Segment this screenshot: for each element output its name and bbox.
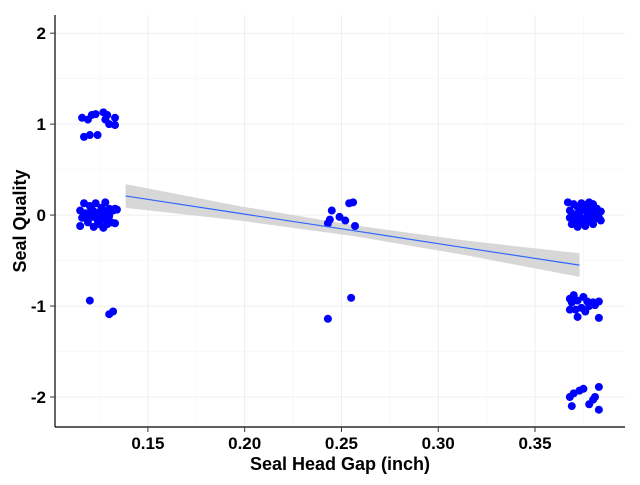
x-tick-label: 0.15 (131, 434, 164, 453)
x-tick-label: 0.20 (228, 434, 261, 453)
data-point (111, 121, 119, 130)
data-point (81, 211, 90, 220)
data-point (594, 313, 603, 322)
y-tick-label: -1 (31, 297, 46, 316)
data-point (327, 206, 336, 215)
data-point (565, 305, 574, 314)
data-point (341, 216, 350, 225)
regression-line (125, 195, 580, 266)
data-point (567, 298, 576, 307)
data-point (591, 301, 599, 310)
data-point (347, 293, 356, 302)
data-point (594, 382, 603, 391)
gridlines (55, 15, 625, 427)
y-tick-label: 0 (37, 206, 46, 225)
y-tick-label: 1 (37, 115, 46, 134)
data-point (85, 131, 94, 140)
x-axis-label: Seal Head Gap (inch) (250, 454, 430, 474)
data-point (109, 307, 118, 316)
x-tick-label: 0.25 (325, 434, 358, 453)
data-point (573, 312, 582, 321)
data-point (335, 212, 344, 221)
data-point (91, 110, 100, 119)
data-points (76, 108, 605, 414)
data-point (325, 215, 334, 224)
y-tick-label: -2 (31, 388, 46, 407)
data-point (112, 205, 121, 214)
y-tick-label: 2 (37, 24, 46, 43)
data-point (579, 384, 588, 393)
data-point (594, 405, 603, 414)
data-point (101, 198, 110, 207)
data-point (111, 113, 119, 122)
data-point (567, 402, 576, 411)
x-tick-label: 0.30 (422, 434, 455, 453)
data-point (591, 392, 599, 401)
data-point (111, 219, 119, 228)
data-point (596, 207, 605, 216)
data-point (351, 222, 359, 231)
data-point (323, 314, 332, 323)
axis-ticks: 0.15 0.20 0.25 0.30 0.35 2 1 0 -1 -2 (31, 24, 552, 453)
data-point (581, 307, 590, 316)
data-point (85, 296, 94, 305)
x-tick-label: 0.35 (518, 434, 551, 453)
data-point (596, 216, 605, 225)
y-axis-label: Seal Quality (10, 169, 30, 272)
data-point (93, 131, 102, 140)
data-point (91, 199, 100, 208)
data-point (76, 222, 85, 231)
data-point (93, 211, 102, 220)
data-point (349, 198, 358, 207)
